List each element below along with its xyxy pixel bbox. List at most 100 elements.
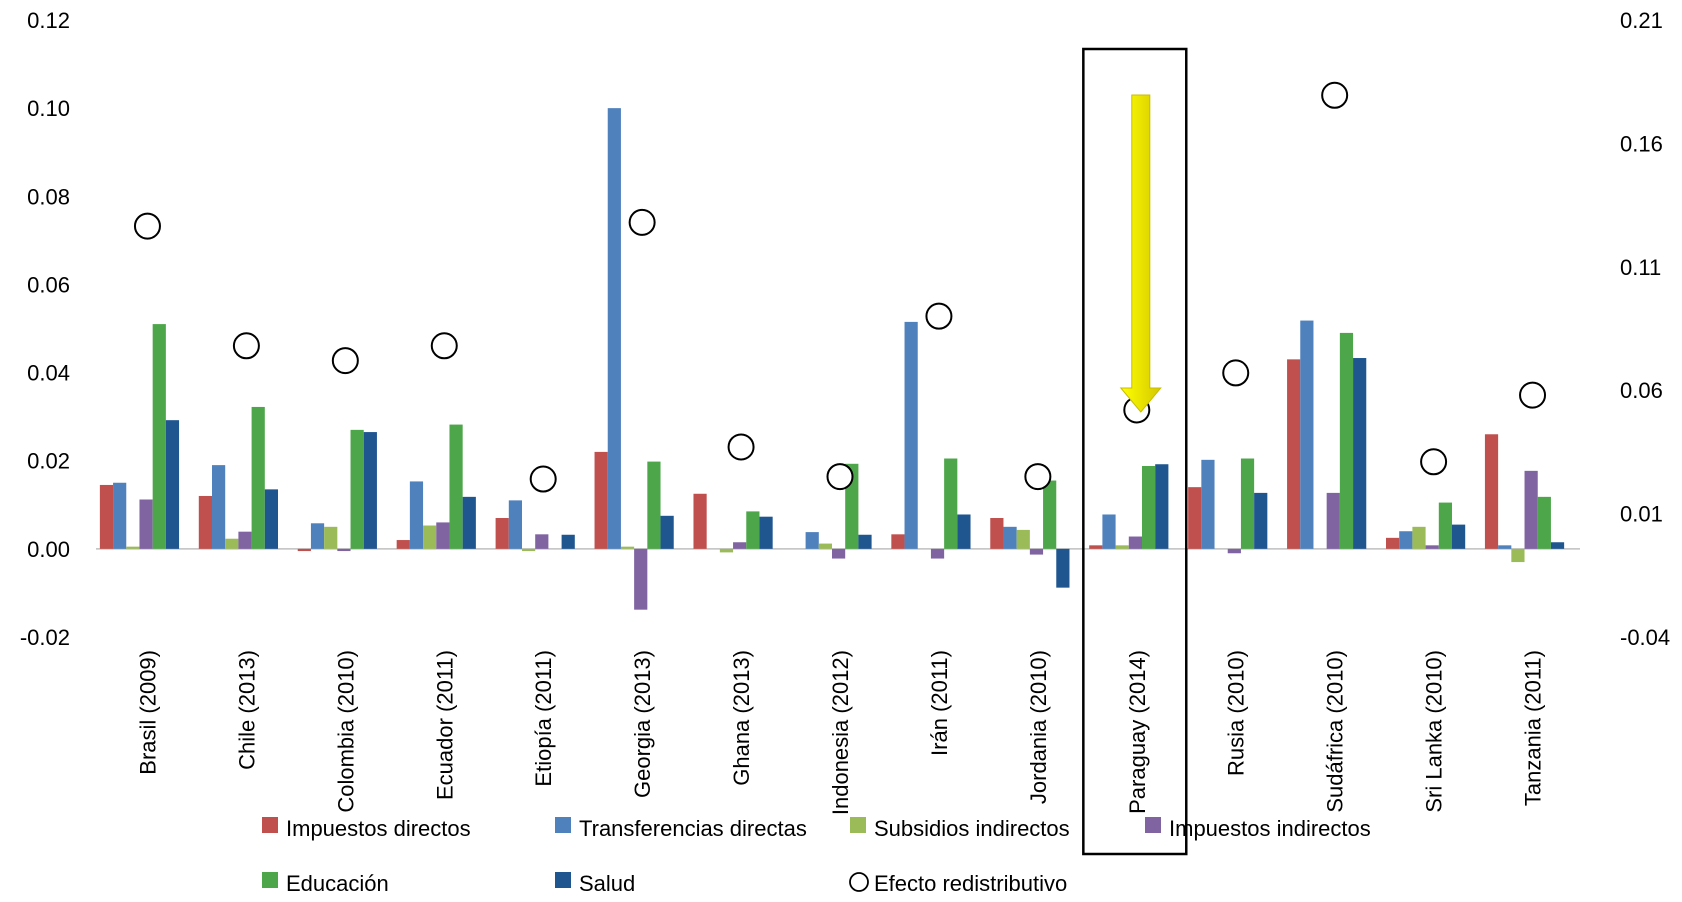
- scatter-point: [1024, 463, 1052, 491]
- bar: [1484, 434, 1499, 549]
- bar: [324, 526, 338, 549]
- bar: [904, 321, 918, 549]
- bar: [759, 516, 773, 549]
- bar: [462, 496, 476, 549]
- category-label: Irán (2011): [927, 650, 952, 756]
- bar: [1498, 545, 1512, 549]
- legend-label: Efecto redistributivo: [874, 871, 1067, 896]
- legend-swatch: [262, 872, 278, 888]
- bar: [396, 540, 410, 549]
- bar: [1399, 531, 1413, 549]
- bar: [1326, 492, 1340, 549]
- bar: [944, 458, 958, 549]
- category-label: Ecuador (2011): [432, 650, 457, 800]
- bar: [719, 548, 734, 553]
- bar: [733, 542, 747, 549]
- bar: [1550, 542, 1565, 549]
- bar: [620, 546, 635, 549]
- bar: [1155, 464, 1169, 549]
- bar: [805, 532, 819, 549]
- y-tick-label: 0.08: [27, 184, 70, 209]
- scatter-point: [1222, 359, 1250, 387]
- y2-tick-label: -0.04: [1620, 625, 1670, 650]
- bar: [957, 514, 971, 549]
- bar: [1254, 492, 1268, 549]
- category-label: Jordania (2010): [1026, 650, 1051, 804]
- bar: [858, 534, 872, 549]
- bar: [1003, 526, 1017, 549]
- y-tick-label: 0.02: [27, 449, 70, 474]
- bar: [693, 493, 707, 549]
- bar: [152, 324, 166, 549]
- y-axis-left: -0.02 0.00 0.02 0.04 0.06 0.08 0.10 0.12: [20, 8, 70, 650]
- bar: [1353, 358, 1367, 549]
- bar: [1300, 320, 1314, 549]
- bar: [1016, 529, 1030, 549]
- category-label: Brasil (2009): [135, 650, 160, 775]
- scatter-point: [232, 332, 260, 360]
- bar: [198, 495, 212, 549]
- bar: [1287, 359, 1301, 549]
- y-tick-label: 0.06: [27, 272, 70, 297]
- scatter-point: [1519, 381, 1547, 409]
- category-label: Indonesia (2012): [828, 650, 853, 815]
- bar: [113, 482, 127, 549]
- scatter-point: [727, 433, 755, 461]
- bar: [251, 406, 265, 549]
- y2-tick-label: 0.16: [1620, 131, 1663, 156]
- bar: [1537, 496, 1551, 549]
- legend-label: Educación: [286, 871, 389, 896]
- legend-swatch: [555, 872, 571, 888]
- bar: [238, 531, 252, 549]
- bar: [746, 511, 760, 549]
- y-tick-label: 0.12: [27, 8, 70, 33]
- bar: [1412, 526, 1426, 549]
- bar: [212, 465, 226, 549]
- highlight-arrow: [1119, 94, 1162, 413]
- bar: [350, 429, 364, 549]
- y2-tick-label: 0.21: [1620, 8, 1663, 33]
- bar: [495, 518, 509, 549]
- bar: [165, 420, 180, 549]
- category-labels: Brasil (2009) Chile (2013) Colombia (2010)…: [135, 650, 1545, 815]
- bar: [1142, 466, 1156, 549]
- legend-label: Salud: [579, 871, 635, 896]
- bar: [818, 543, 832, 549]
- bar: [1115, 545, 1129, 549]
- bar: [522, 548, 536, 552]
- bar: [660, 515, 674, 549]
- y2-tick-label: 0.06: [1620, 378, 1663, 403]
- bar: [1240, 458, 1255, 549]
- bar: [1425, 545, 1439, 549]
- scatter-point: [826, 463, 854, 491]
- bar: [647, 461, 661, 549]
- bar: [1227, 548, 1241, 554]
- bar: [594, 451, 608, 549]
- category-label: Paraguay (2014): [1125, 650, 1150, 814]
- y2-tick-label: 0.11: [1620, 255, 1661, 280]
- category-label: Tanzania (2011): [1521, 650, 1546, 806]
- bar: [225, 538, 239, 549]
- bar: [1201, 459, 1215, 549]
- category-label: Sudáfrica (2010): [1323, 650, 1348, 813]
- scatter-point: [925, 302, 953, 330]
- bar: [337, 548, 351, 552]
- legend-label: Impuestos indirectos: [1169, 816, 1371, 841]
- paraguay-highlight-box: [1082, 47, 1188, 856]
- category-label: Chile (2013): [234, 650, 259, 770]
- bar: [1438, 502, 1452, 549]
- bar: [1524, 470, 1538, 549]
- scatter-point: [430, 332, 458, 360]
- bar: [1339, 332, 1354, 549]
- bars: [99, 108, 1565, 610]
- bar: [297, 548, 311, 552]
- legend-swatch: [262, 817, 278, 833]
- legend-label: Impuestos directos: [286, 816, 471, 841]
- y-tick-label: 0.10: [27, 96, 70, 121]
- bar: [1029, 548, 1044, 555]
- category-label: Sri Lanka (2010): [1422, 650, 1447, 813]
- bar: [363, 432, 377, 549]
- scatter-point: [1420, 448, 1448, 476]
- scatter-point: [628, 208, 656, 236]
